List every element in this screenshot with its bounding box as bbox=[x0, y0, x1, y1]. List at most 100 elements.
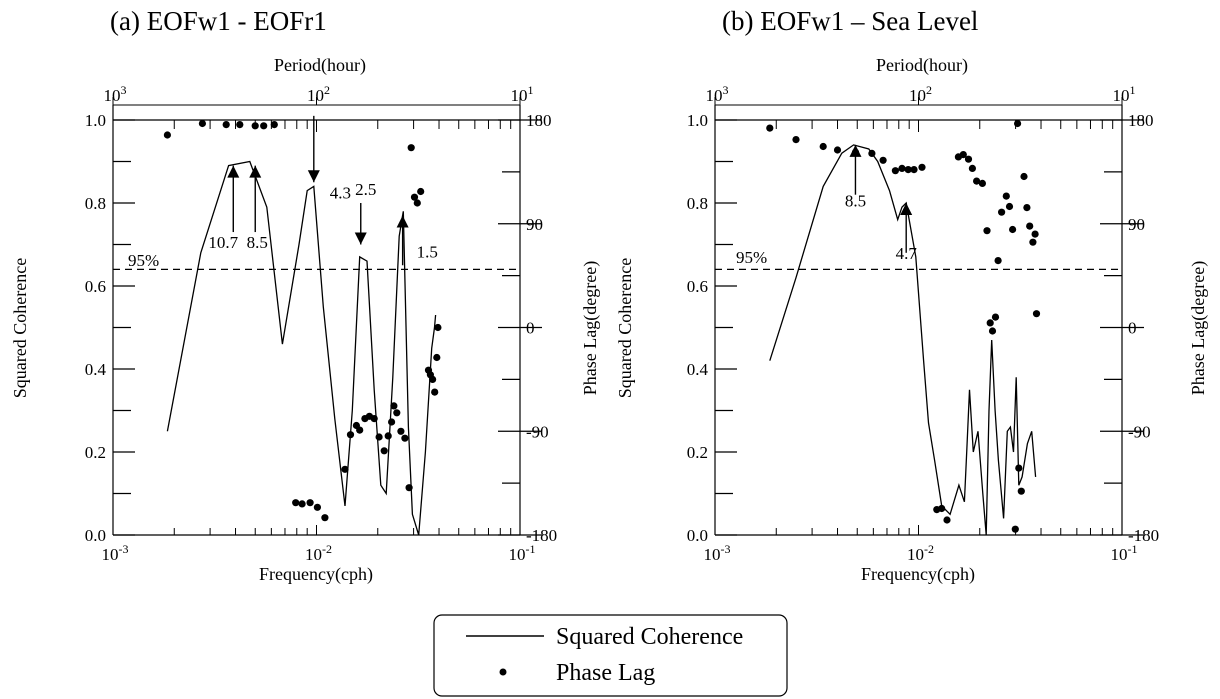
phase-lag-point bbox=[198, 119, 206, 128]
coherence-series-line bbox=[166, 160, 437, 536]
phase-lag-point bbox=[292, 499, 300, 507]
coherence-tick-label: 0.6 bbox=[85, 277, 106, 296]
freq-tick-label: 10-3 bbox=[704, 542, 731, 564]
phase-lag-point bbox=[988, 327, 997, 335]
phase-lag-point bbox=[236, 121, 244, 129]
freq-tick-label: 10-1 bbox=[1111, 542, 1138, 564]
period-tick-label: 103 bbox=[104, 83, 127, 105]
phase-lag-point bbox=[819, 142, 827, 151]
phase-lag-point bbox=[260, 122, 268, 130]
panel-b-frequency-label: Frequency(cph) bbox=[861, 564, 975, 585]
phase-lag-point bbox=[413, 199, 421, 207]
phase-lag-point bbox=[163, 131, 171, 139]
phase-lag-point bbox=[306, 499, 314, 507]
panel-a: (a) EOFw1 - EOFr1 Period(hour) Frequency… bbox=[10, 6, 601, 585]
coherence-tick-label: 0.8 bbox=[85, 194, 106, 213]
annotation-arrowhead bbox=[900, 203, 913, 215]
phase-lag-point bbox=[910, 166, 918, 174]
phase-lag-point bbox=[879, 156, 887, 164]
phase-lag-point bbox=[991, 313, 1000, 321]
phase-lag-point bbox=[410, 193, 419, 201]
panel-b-title: (b) EOFw1 – Sea Level bbox=[722, 6, 978, 36]
panel-a-frequency-label: Frequency(cph) bbox=[259, 564, 373, 585]
period-tick-label: 102 bbox=[909, 83, 932, 105]
panel-a-ylabel-right: Phase Lag(degree) bbox=[580, 261, 601, 395]
coherence-series-line bbox=[769, 144, 1037, 536]
phase-tick-label: 180 bbox=[1128, 111, 1154, 130]
phase-lag-point bbox=[321, 514, 329, 522]
annotation-label: 4.7 bbox=[896, 244, 918, 263]
phase-lag-point bbox=[898, 164, 906, 172]
phase-lag-point bbox=[222, 121, 230, 129]
phase-lag-point bbox=[891, 167, 900, 175]
phase-lag-point bbox=[384, 432, 392, 440]
panel-a-ylabel-left: Squared Coherence bbox=[10, 258, 30, 398]
annotation-arrowhead bbox=[307, 170, 320, 183]
phase-lag-point bbox=[904, 166, 912, 174]
panel-b-ylabel-left: Squared Coherence bbox=[615, 258, 635, 398]
legend-dot-label: Phase Lag bbox=[556, 660, 655, 686]
phase-lag-point bbox=[968, 164, 977, 172]
phase-lag-point bbox=[918, 163, 926, 171]
phase-tick-label: -180 bbox=[1128, 526, 1159, 545]
phase-tick-label: -90 bbox=[1128, 422, 1151, 441]
phase-lag-point bbox=[434, 323, 442, 332]
phase-lag-point bbox=[370, 415, 378, 423]
annotation-arrowhead bbox=[396, 215, 409, 228]
phase-lag-point bbox=[341, 465, 349, 473]
coherence-tick-label: 0.4 bbox=[85, 360, 107, 379]
phase-tick-label: 90 bbox=[1128, 215, 1145, 234]
phase-lag-point bbox=[1002, 192, 1010, 200]
phase-lag-point bbox=[983, 227, 991, 235]
phase-lag-point bbox=[407, 144, 415, 152]
period-tick-label: 101 bbox=[511, 83, 534, 105]
phase-lag-point bbox=[397, 427, 405, 435]
phase-lag-point bbox=[1005, 202, 1014, 211]
annotation-label: 1.5 bbox=[417, 242, 438, 261]
freq-tick-label: 10-2 bbox=[907, 542, 934, 564]
phase-tick-label: -90 bbox=[526, 422, 549, 441]
phase-lag-point bbox=[390, 402, 398, 410]
phase-tick-label: 0 bbox=[1128, 319, 1137, 338]
phase-lag-point bbox=[1014, 119, 1022, 128]
panel-b-ylabel-right: Phase Lag(degree) bbox=[1188, 261, 1209, 395]
phase-lag-point bbox=[1032, 310, 1041, 318]
phase-lag-point bbox=[1026, 222, 1034, 230]
phase-lag-point bbox=[313, 503, 321, 511]
phase-tick-label: 90 bbox=[526, 215, 543, 234]
legend: Squared Coherence Phase Lag bbox=[433, 614, 788, 697]
panel-b: (b) EOFw1 – Sea Level Period(hour) Frequ… bbox=[615, 6, 1209, 585]
annotation-arrowhead bbox=[354, 232, 367, 245]
phase-lag-point bbox=[1017, 487, 1025, 495]
phase-lag-point bbox=[346, 431, 355, 439]
phase-lag-point bbox=[1029, 238, 1037, 246]
phase-lag-point bbox=[938, 504, 946, 513]
phase-lag-point bbox=[833, 146, 842, 154]
freq-tick-label: 10-1 bbox=[509, 542, 536, 564]
phase-lag-point bbox=[388, 418, 396, 426]
phase-lag-point bbox=[998, 208, 1006, 216]
phase-lag-point bbox=[994, 257, 1002, 265]
period-tick-label: 103 bbox=[706, 83, 729, 105]
phase-lag-point bbox=[417, 187, 425, 196]
annotation-label: 10.7 bbox=[208, 233, 238, 252]
phase-lag-point bbox=[964, 155, 973, 163]
phase-lag-point bbox=[431, 388, 439, 396]
coherence-tick-label: 1.0 bbox=[687, 111, 708, 130]
phase-tick-label: 180 bbox=[526, 111, 552, 130]
phase-tick-label: -180 bbox=[526, 526, 557, 545]
phase-tick-label: 0 bbox=[526, 319, 535, 338]
legend-dot-swatch bbox=[499, 668, 507, 676]
phase-lag-point bbox=[375, 433, 383, 441]
phase-lag-point bbox=[405, 484, 413, 492]
phase-lag-point bbox=[251, 122, 259, 130]
legend-box bbox=[433, 614, 788, 697]
phase-lag-point bbox=[986, 319, 994, 327]
annotation-label: 2.5 bbox=[355, 180, 376, 199]
coherence-tick-label: 1.0 bbox=[85, 111, 106, 130]
freq-tick-label: 10-3 bbox=[102, 542, 129, 564]
panel-a-95-label: 95% bbox=[128, 251, 159, 270]
period-tick-label: 101 bbox=[1113, 83, 1136, 105]
coherence-tick-label: 0.6 bbox=[687, 277, 708, 296]
